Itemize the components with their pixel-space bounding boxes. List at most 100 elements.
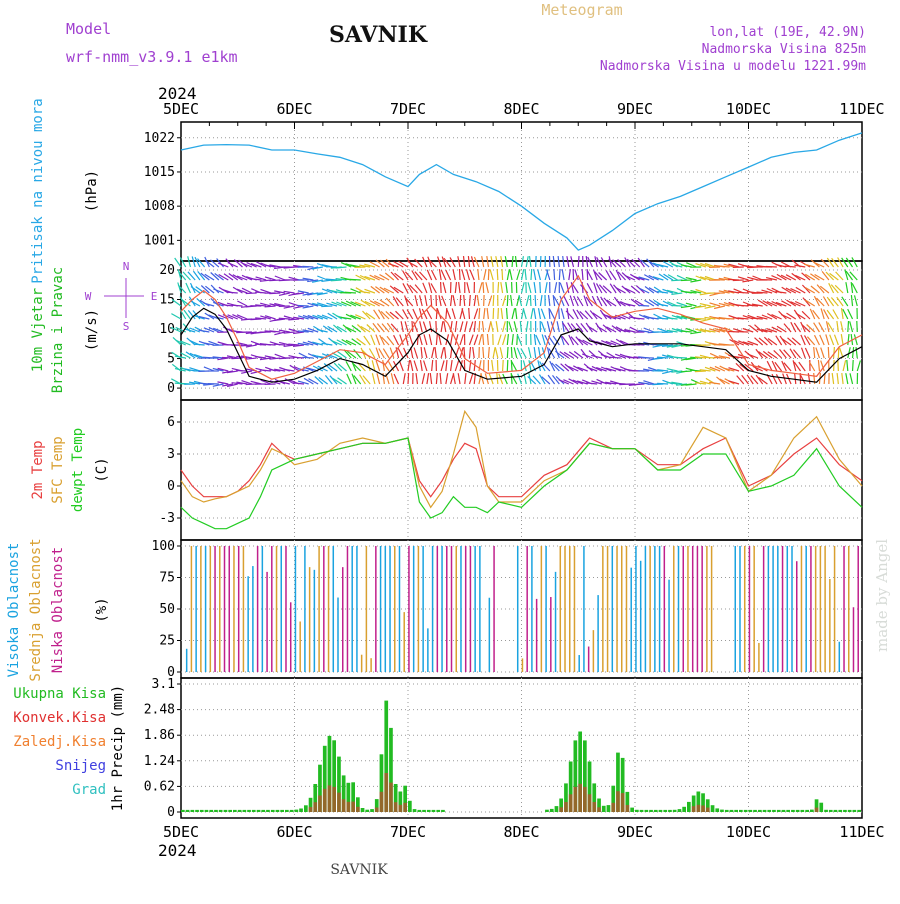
precip-bar xyxy=(602,806,606,812)
wind-barb xyxy=(250,319,261,320)
wind-barb xyxy=(657,383,668,384)
wind-barb xyxy=(491,321,493,332)
wind-barb xyxy=(503,321,506,332)
wind-barb xyxy=(279,318,290,319)
wind-barb xyxy=(453,269,455,280)
wind-barb xyxy=(507,334,508,345)
wind-barb xyxy=(686,358,697,360)
wind-barb xyxy=(468,256,469,267)
y-tick-label: 1001 xyxy=(144,233,175,248)
wind-barb xyxy=(469,374,472,385)
precip-conv-bar xyxy=(583,787,587,812)
wind-barb xyxy=(302,357,313,358)
precip-unit-label: 1hr Precip (mm) xyxy=(110,685,126,811)
wind-barb xyxy=(493,295,494,306)
wind-barb xyxy=(424,347,427,358)
precip-conv-bar xyxy=(356,807,360,812)
precip-bar xyxy=(801,810,805,812)
wind-barb xyxy=(657,318,668,319)
wind-barb xyxy=(526,295,529,306)
wind-barb xyxy=(814,323,820,332)
wind-barb xyxy=(451,360,453,371)
y-tick-label: 75 xyxy=(159,571,175,586)
x-day-label-bottom: 5DEC xyxy=(163,823,199,841)
x-day-label-top: 11DEC xyxy=(839,100,884,118)
wind-barb xyxy=(502,269,503,280)
wind-barb xyxy=(374,310,380,319)
wind-barb xyxy=(634,318,645,319)
precip-bar xyxy=(285,810,289,812)
wind-barb xyxy=(431,295,432,306)
wind-barb xyxy=(853,360,854,371)
wind-barb xyxy=(563,256,564,267)
wind-barb xyxy=(455,282,456,293)
wind-barb xyxy=(501,282,503,293)
x-day-label-top: 6DEC xyxy=(276,100,312,118)
wind-barb xyxy=(194,344,205,345)
precip-conv-bar xyxy=(332,787,336,812)
wind-barb xyxy=(376,335,380,345)
wind-barb xyxy=(284,345,295,346)
wind-barb xyxy=(442,296,446,306)
wind-barb xyxy=(284,291,295,293)
wind-barb xyxy=(453,373,455,384)
wind-barb xyxy=(446,270,451,280)
y-tick-label: -3 xyxy=(159,511,175,526)
wind-barb xyxy=(359,291,370,293)
wind-barb xyxy=(545,282,547,293)
wind-barb xyxy=(337,340,347,345)
y-tick-label: 25 xyxy=(159,634,175,649)
wind-barb xyxy=(498,308,499,319)
wind-barb xyxy=(414,348,417,359)
x-day-label-top: 8DEC xyxy=(503,100,539,118)
wind-barb xyxy=(540,295,542,306)
wind-barb xyxy=(478,269,479,280)
wind-barb xyxy=(274,344,285,345)
wind-barb xyxy=(479,321,480,332)
wind-barb xyxy=(634,384,645,385)
wind-barb xyxy=(399,261,408,267)
wind-barb xyxy=(473,347,475,358)
wind-barb xyxy=(681,371,692,372)
wind-ylabel: 10m Vjetar xyxy=(30,288,46,372)
wind-barb xyxy=(232,305,243,306)
precip-bar xyxy=(645,810,649,812)
wind-barb xyxy=(671,280,682,281)
wind-barb xyxy=(816,348,820,358)
precip-legend-2: Zaledj.Kisa xyxy=(13,734,106,750)
wind-barb xyxy=(578,256,579,267)
wind-barb xyxy=(586,383,597,384)
location-text: lon,lat (19E, 42.9N) xyxy=(709,25,866,40)
wind-barb xyxy=(483,347,484,358)
wind-barb xyxy=(236,371,247,372)
wind-barb xyxy=(464,295,465,306)
x-day-label-bottom: 9DEC xyxy=(617,823,653,841)
wind-barb xyxy=(409,335,412,346)
precip-bar xyxy=(181,810,185,812)
precip-bar xyxy=(191,810,195,812)
wind-barb xyxy=(462,269,465,280)
wind-barb xyxy=(474,295,476,306)
precip-legend-3: Snijeg xyxy=(55,758,106,774)
precip-conv-bar xyxy=(375,808,379,813)
precip-bar xyxy=(630,808,634,812)
precip-bar xyxy=(767,810,771,812)
model-elevation-text: Nadmorska Visina u modelu 1221.99m xyxy=(600,59,866,74)
wind-barb xyxy=(440,373,441,384)
wind-barb xyxy=(500,347,502,358)
wind-barb xyxy=(269,293,280,294)
precip-bar xyxy=(772,810,776,812)
wind-barb xyxy=(413,309,418,319)
wind-ylabel-2: Brzina i Pravac xyxy=(50,267,66,393)
wind-barb xyxy=(833,310,838,320)
wind-barb xyxy=(487,334,488,345)
precip-bar xyxy=(280,810,284,812)
wind-barb xyxy=(175,258,181,267)
wind-barb xyxy=(523,360,526,371)
precip-bar xyxy=(730,810,734,812)
wind-barb xyxy=(848,334,849,345)
wind-barb xyxy=(843,309,848,319)
wind-barb xyxy=(186,283,191,293)
wind-barb xyxy=(681,306,692,308)
wind-barb xyxy=(275,354,285,358)
